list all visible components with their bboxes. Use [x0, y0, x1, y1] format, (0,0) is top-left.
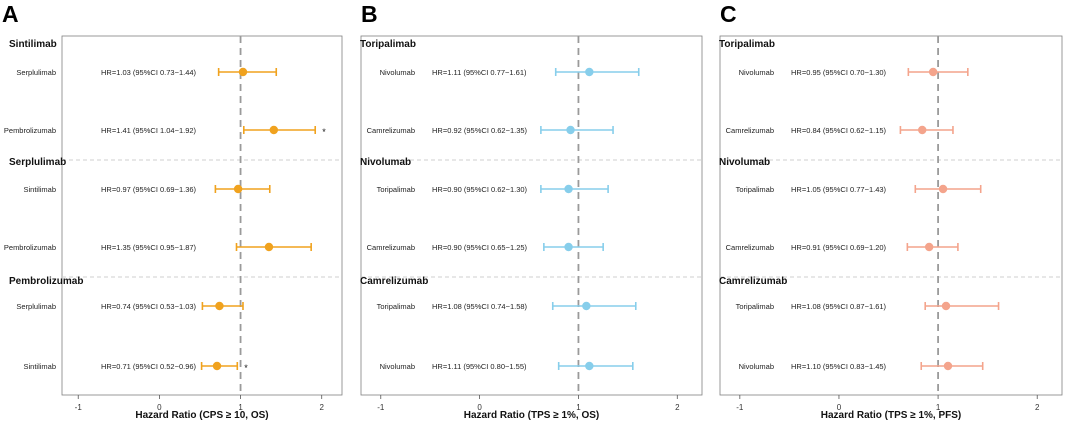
hr-point [943, 361, 953, 371]
hr-text: HR=1.41 (95%CI 1.04−1.92) [101, 126, 197, 135]
group-title: Nivolumab [719, 157, 770, 168]
hr-point [564, 242, 573, 252]
hr-text: HR=1.08 (95%CI 0.87−1.61) [791, 302, 887, 311]
hr-point [564, 184, 573, 194]
row-label: Nivolumab [739, 68, 774, 77]
x-axis-label: Hazard Ratio (TPS ≥ 1%, OS) [464, 410, 600, 421]
hr-text: HR=1.03 (95%CI 0.73−1.44) [101, 68, 197, 77]
hr-text: HR=0.84 (95%CI 0.62−1.15) [791, 126, 887, 135]
hr-point [582, 301, 591, 311]
hr-text: HR=0.97 (95%CI 0.69−1.36) [101, 185, 197, 194]
hr-point [585, 67, 594, 77]
row-label: Toripalimab [377, 302, 415, 311]
row-label: Serplulimab [16, 302, 56, 311]
x-axis-label: Hazard Ratio (CPS ≥ 10, OS) [135, 410, 268, 421]
hr-text: HR=0.74 (95%CI 0.53−1.03) [101, 302, 197, 311]
x-tick-label: 1 [936, 403, 941, 412]
group-title: Nivolumab [360, 157, 411, 168]
x-tick-label: 2 [319, 403, 324, 412]
x-tick-label: -1 [75, 403, 83, 412]
x-axis-label: Hazard Ratio (TPS ≥ 1%, PFS) [821, 410, 962, 421]
row-label: Toripalimab [377, 185, 415, 194]
group-title: Toripalimab [360, 39, 416, 50]
row-label: Sintilimab [23, 362, 56, 371]
hr-point [941, 301, 951, 311]
row-label: Camrelizumab [367, 126, 415, 135]
hr-point [938, 184, 948, 194]
x-tick-label: 2 [1035, 403, 1040, 412]
hr-point [264, 242, 274, 252]
group-title: Camrelizumab [360, 276, 428, 287]
hr-text: HR=0.90 (95%CI 0.65−1.25) [432, 243, 528, 252]
panel-label: C [720, 1, 737, 27]
hr-text: HR=0.91 (95%CI 0.69−1.20) [791, 243, 887, 252]
x-tick-label: 0 [157, 403, 162, 412]
hr-point [269, 125, 279, 135]
row-label: Camrelizumab [726, 243, 774, 252]
group-title: Serplulimab [9, 157, 66, 168]
row-label: Nivolumab [380, 68, 415, 77]
hr-point [215, 301, 224, 311]
hr-text: HR=0.90 (95%CI 0.62−1.30) [432, 185, 528, 194]
row-label: Toripalimab [736, 302, 774, 311]
hr-text: HR=0.71 (95%CI 0.52−0.96) [101, 362, 197, 371]
group-title: Pembrolizumab [9, 276, 83, 287]
hr-point [924, 242, 934, 252]
hr-text: HR=0.95 (95%CI 0.70−1.30) [791, 68, 887, 77]
row-label: Pembrolizumab [4, 126, 56, 135]
x-tick-label: 0 [477, 403, 482, 412]
plot-frame [360, 35, 703, 396]
row-label: Serplulimab [16, 68, 56, 77]
panel-b: B -1 0 1 2 Hazard Ratio (TPS ≥ 1%, OS) Toripal… [360, 1, 703, 421]
row-label: Camrelizumab [367, 243, 415, 252]
significance-marker: * [244, 363, 248, 373]
panel-c: C -1 0 1 2 Hazard Ratio (TPS ≥ 1%, PFS) Toripa… [719, 1, 1063, 421]
group-title: Camrelizumab [719, 276, 787, 287]
hr-point [918, 125, 927, 135]
hr-point [585, 361, 594, 371]
x-tick-label: 0 [837, 403, 842, 412]
x-tick-label: -1 [377, 403, 385, 412]
row-label: Sintilimab [23, 185, 56, 194]
hr-text: HR=1.11 (95%CI 0.80−1.55) [432, 362, 527, 371]
hr-text: HR=1.05 (95%CI 0.77−1.43) [791, 185, 887, 194]
x-tick-label: 1 [576, 403, 581, 412]
hr-point [233, 184, 243, 194]
hr-point [212, 361, 222, 371]
x-tick-label: -1 [736, 403, 744, 412]
group-title: Toripalimab [719, 39, 775, 50]
hr-text: HR=0.92 (95%CI 0.62−1.35) [432, 126, 528, 135]
x-tick-label: 2 [675, 403, 680, 412]
panel-label: B [361, 1, 378, 27]
hr-point [566, 125, 575, 135]
hr-point [928, 67, 938, 77]
row-label: Camrelizumab [726, 126, 774, 135]
panel-label: A [2, 1, 19, 27]
hr-text: HR=1.08 (95%CI 0.74−1.58) [432, 302, 528, 311]
hr-text: HR=1.11 (95%CI 0.77−1.61) [432, 68, 527, 77]
row-label: Toripalimab [736, 185, 774, 194]
row-label: Nivolumab [380, 362, 415, 371]
panel-a: A -1 0 1 2 Hazard Ratio (CPS ≥ 10, OS) Sintili… [2, 1, 343, 421]
x-tick-label: 1 [238, 403, 243, 412]
group-title: Sintilimab [9, 39, 57, 50]
row-label: Pembrolizumab [4, 243, 56, 252]
hr-point [238, 67, 248, 77]
plot-frame [61, 35, 343, 396]
hr-text: HR=1.35 (95%CI 0.95−1.87) [101, 243, 197, 252]
hr-text: HR=1.10 (95%CI 0.83−1.45) [791, 362, 887, 371]
row-label: Nivolumab [739, 362, 774, 371]
significance-marker: * [322, 127, 326, 137]
plot-frame [719, 35, 1063, 396]
